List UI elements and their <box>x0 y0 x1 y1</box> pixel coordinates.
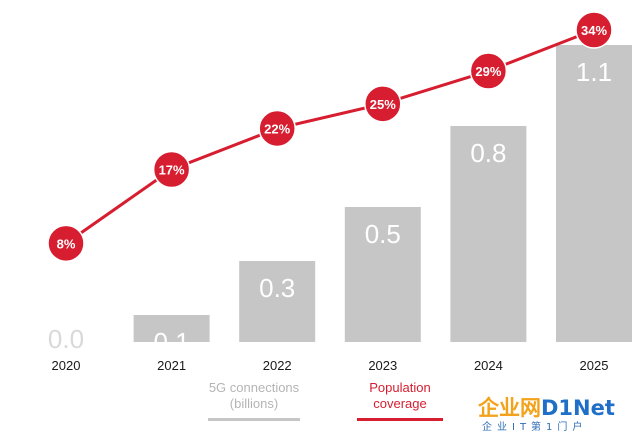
x-tick-label-2025: 2025 <box>580 358 609 373</box>
coverage-label-2021: 17% <box>159 163 185 178</box>
legend-5g-connections-label-line2: (billions) <box>229 396 279 411</box>
coverage-point-2021 <box>152 150 191 189</box>
x-tick-label-2023: 2023 <box>368 358 397 373</box>
watermark-brand-text: D1Net <box>541 396 615 420</box>
bar-label-2025: 1.1 <box>576 57 612 87</box>
coverage-label-2023: 25% <box>370 97 396 112</box>
bar-label-2021: 0.1 <box>154 327 190 357</box>
legend-5g-connections-label-line1: 5G connections <box>208 380 300 395</box>
legend-5g-connections-swatch <box>208 418 300 421</box>
bar-label-2023: 0.5 <box>365 219 401 249</box>
bar-2023 <box>344 207 421 342</box>
coverage-label-2020: 8% <box>57 236 76 251</box>
watermark-brand: 企业网D1Net <box>478 392 615 422</box>
legend-population-coverage: Population coverage <box>352 380 448 421</box>
x-tick-label-2021: 2021 <box>157 358 186 373</box>
coverage-label-2024: 29% <box>475 64 501 79</box>
coverage-point-2024 <box>469 52 508 90</box>
bar-2025 <box>556 45 632 342</box>
coverage-line <box>65 28 595 245</box>
bar-label-2022: 0.3 <box>259 273 295 303</box>
watermark-subtitle: 企业IT第1门户 <box>482 422 588 433</box>
coverage-point-2020 <box>47 224 85 263</box>
bar-label-2020: 0.0 <box>48 324 84 354</box>
legend-5g-connections: 5G connections (billions) <box>196 380 312 421</box>
bar-2024 <box>450 126 527 342</box>
legend-population-coverage-label-line1: Population <box>369 380 431 395</box>
watermark-logo: 企业网D1Net 企业IT第1门户 <box>478 392 638 433</box>
bar-2022 <box>239 261 316 342</box>
bar-label-2024: 0.8 <box>470 138 506 168</box>
legend-population-coverage-label-line2: coverage <box>373 396 427 411</box>
coverage-label-2025: 34% <box>581 23 607 38</box>
coverage-label-2022: 22% <box>264 121 290 136</box>
watermark-cn-text: 企业网 <box>478 396 541 420</box>
x-tick-label-2022: 2022 <box>263 358 292 373</box>
x-tick-label-2020: 2020 <box>52 358 81 373</box>
legend-population-coverage-swatch <box>357 418 443 421</box>
coverage-point-2023 <box>364 85 402 123</box>
bar-2021 <box>133 315 210 342</box>
x-tick-label-2024: 2024 <box>474 358 503 373</box>
coverage-point-2022 <box>258 109 296 148</box>
coverage-point-2025 <box>575 11 613 49</box>
